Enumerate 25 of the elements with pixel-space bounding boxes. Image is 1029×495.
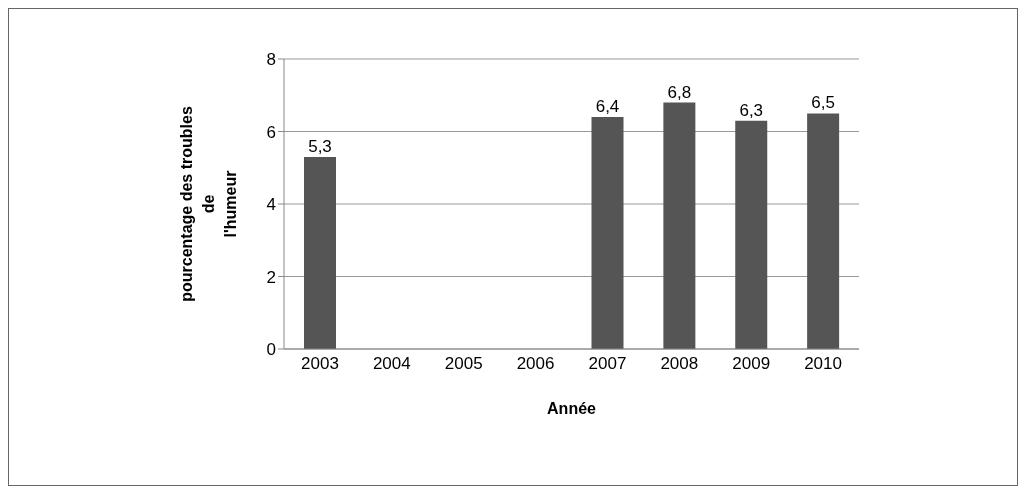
y-tick-label: 2: [266, 267, 276, 287]
x-tick-label: 2005: [444, 354, 483, 374]
data-label: 6,3: [739, 100, 764, 120]
bar: [663, 102, 696, 349]
y-tick-label: 6: [266, 122, 276, 142]
data-label: 6,8: [667, 82, 692, 102]
x-tick-label: 2008: [660, 354, 699, 374]
x-tick-label: 2004: [372, 354, 411, 374]
data-label: 5,3: [308, 136, 332, 156]
x-tick-label: 2010: [804, 354, 842, 374]
data-label: 6,4: [595, 97, 620, 116]
y-tick-label: 4: [266, 195, 276, 215]
bar: [735, 120, 768, 349]
x-axis-title: Année: [547, 400, 597, 417]
bar: [807, 113, 840, 349]
x-tick-label: 2003: [301, 354, 339, 374]
y-tick-label: 0: [266, 340, 276, 360]
x-tick-label: 2007: [588, 354, 627, 374]
bar: [591, 117, 624, 349]
data-label: 6,5: [811, 93, 835, 113]
x-tick-label: 2006: [516, 354, 555, 374]
bar: [304, 156, 336, 349]
y-tick-label: 8: [266, 50, 276, 70]
y-axis-title: pourcentage des troubles de l'humeur: [178, 106, 239, 302]
x-tick-label: 2009: [732, 354, 771, 374]
